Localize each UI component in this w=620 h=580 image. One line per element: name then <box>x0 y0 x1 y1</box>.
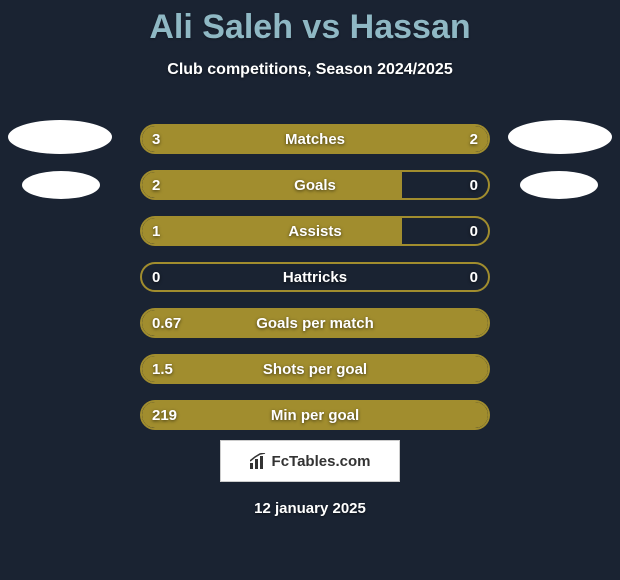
bar-value-right: 0 <box>470 172 478 198</box>
stat-bar: 219Min per goal <box>140 400 490 430</box>
stat-bar: 3Matches2 <box>140 124 490 154</box>
date-text: 12 january 2025 <box>0 500 620 517</box>
bar-label: Assists <box>142 218 488 244</box>
page-title: Ali Saleh vs Hassan <box>0 0 620 47</box>
subtitle: Club competitions, Season 2024/2025 <box>0 61 620 79</box>
bar-label: Min per goal <box>142 402 488 428</box>
stat-bar: 0.67Goals per match <box>140 308 490 338</box>
bar-value-right: 2 <box>470 126 478 152</box>
stats-bars: 3Matches22Goals01Assists00Hattricks00.67… <box>140 124 490 446</box>
player-left-avatar-2 <box>22 171 100 199</box>
chart-icon <box>250 453 268 469</box>
logo-text: FcTables.com <box>272 453 371 470</box>
bar-value-right: 0 <box>470 218 478 244</box>
player-right-avatar-1 <box>508 120 612 154</box>
bar-label: Goals per match <box>142 310 488 336</box>
bar-label: Matches <box>142 126 488 152</box>
player-right-avatar-2 <box>520 171 598 199</box>
stat-bar: 1.5Shots per goal <box>140 354 490 384</box>
stat-bar: 0Hattricks0 <box>140 262 490 292</box>
bar-label: Hattricks <box>142 264 488 290</box>
bar-label: Shots per goal <box>142 356 488 382</box>
stat-bar: 1Assists0 <box>140 216 490 246</box>
bar-label: Goals <box>142 172 488 198</box>
player-left-avatar-1 <box>8 120 112 154</box>
bar-value-right: 0 <box>470 264 478 290</box>
stat-bar: 2Goals0 <box>140 170 490 200</box>
fctables-logo[interactable]: FcTables.com <box>220 440 400 482</box>
